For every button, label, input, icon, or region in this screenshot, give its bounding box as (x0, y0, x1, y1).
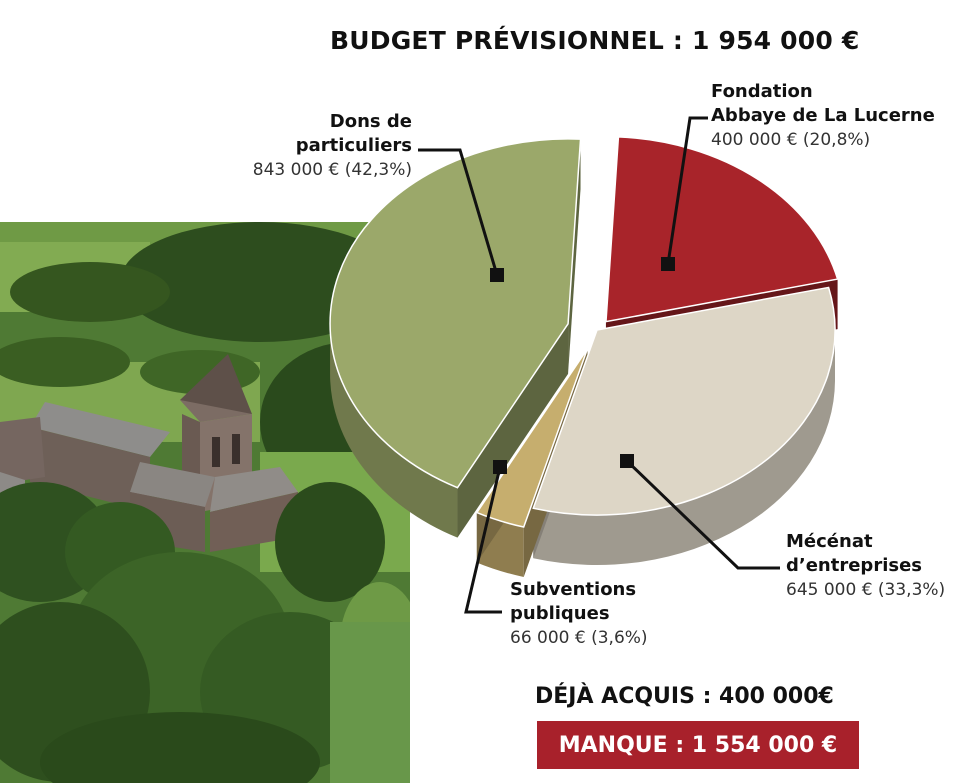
marker-dons (490, 268, 504, 282)
pie-side-dons (330, 323, 458, 538)
pie-side-mecenat (533, 330, 835, 565)
pie-slice-fondation (605, 136, 839, 323)
marker-fondation (661, 257, 675, 271)
chart-title: BUDGET PRÉVISIONNEL : 1 954 000 € (330, 26, 860, 55)
leader-line-fondation (666, 116, 708, 265)
slice-name: Dons de particuliers (295, 111, 412, 156)
slice-name: Mécénat d’entreprises (786, 531, 923, 576)
slice-value: 645 000 € (33,3%) (786, 580, 946, 600)
pie-slice-subventions (475, 348, 589, 528)
marker-mecenat (620, 454, 634, 468)
slice-name: Fondation Abbaye de La Lucerne (711, 81, 935, 126)
leader-line-mecenat (625, 459, 780, 570)
label-fondation: Fondation Abbaye de La Lucerne 400 000 €… (711, 80, 961, 152)
label-dons-particuliers: Dons de particuliers 843 000 € (42,3%) (226, 110, 412, 182)
slice-value: 400 000 € (20,8%) (711, 130, 871, 150)
marker-subventions (493, 460, 507, 474)
leader-line-subventions (464, 466, 502, 614)
manque-box: MANQUE : 1 554 000 € (537, 721, 859, 769)
label-subventions: Subventions publiques 66 000 € (3,6%) (510, 578, 710, 650)
slice-value: 843 000 € (42,3%) (252, 160, 412, 180)
pie-slice-dons (329, 138, 582, 489)
pie-cut-dons (457, 323, 569, 538)
slice-value: 66 000 € (3,6%) (510, 628, 648, 648)
pie-cut-dons (568, 139, 581, 374)
acquis-text: DÉJÀ ACQUIS : 400 000€ (535, 684, 834, 709)
slice-name: Subventions publiques (510, 579, 637, 624)
leader-line-dons (418, 148, 499, 276)
pie-slice-mecenat (532, 286, 836, 516)
manque-text: MANQUE : 1 554 000 € (558, 732, 838, 758)
label-mecenat: Mécénat d’entreprises 645 000 € (33,3%) (786, 530, 976, 602)
